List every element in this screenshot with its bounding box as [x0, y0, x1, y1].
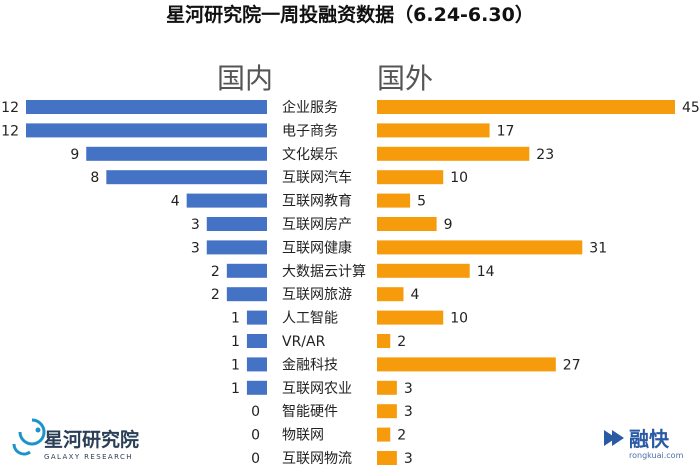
- value-label-domestic: 9: [70, 147, 79, 163]
- value-label-foreign: 3: [404, 381, 413, 397]
- value-label-domestic: 0: [251, 428, 260, 444]
- value-label-domestic: 1: [231, 311, 240, 327]
- rongkuai-logo: 融快 rongkuai.com: [604, 427, 684, 460]
- category-label: 互联网物流: [282, 451, 352, 467]
- bar-foreign: [377, 146, 530, 161]
- galaxy-logo-subtitle: GALAXY RESEARCH: [44, 453, 133, 461]
- bar-domestic: [246, 310, 267, 325]
- value-label-foreign: 45: [682, 100, 700, 116]
- value-label-foreign: 3: [404, 404, 413, 420]
- value-label-foreign: 4: [410, 287, 419, 303]
- bar-domestic: [246, 357, 267, 372]
- bar-foreign: [377, 357, 556, 372]
- rongkuai-logo-url: rongkuai.com: [629, 451, 684, 460]
- value-label-domestic: 3: [191, 217, 200, 233]
- category-label: VR/AR: [282, 334, 326, 350]
- value-label-domestic: 3: [191, 240, 200, 256]
- category-label: 智能硬件: [282, 404, 338, 420]
- chart-title: 星河研究院一周投融资数据（6.24-6.30）: [166, 3, 534, 26]
- category-label: 企业服务: [282, 99, 338, 116]
- value-label-foreign: 2: [397, 428, 406, 444]
- bar-foreign: [377, 263, 470, 278]
- bar-domestic: [186, 193, 267, 208]
- bar-domestic: [86, 146, 267, 161]
- value-label-domestic: 1: [231, 381, 240, 397]
- value-label-foreign: 31: [589, 240, 607, 256]
- bar-foreign: [377, 240, 583, 255]
- bar-foreign: [377, 451, 397, 465]
- value-label-domestic: 1: [231, 357, 240, 373]
- bar-domestic: [206, 217, 267, 231]
- category-label: 物联网: [282, 428, 324, 444]
- value-label-domestic: 1: [231, 334, 240, 350]
- value-label-foreign: 27: [563, 357, 581, 373]
- panel-label-domestic: 国内: [217, 62, 273, 95]
- panel-label-foreign: 国外: [377, 62, 433, 95]
- bar-foreign: [377, 404, 397, 419]
- category-label: 互联网房产: [282, 217, 352, 233]
- category-label: 互联网旅游: [282, 287, 352, 303]
- rongkuai-logo-name: 融快: [629, 427, 670, 451]
- rongkuai-logo-mark: [604, 430, 624, 446]
- value-label-foreign: 3: [404, 451, 413, 467]
- value-label-domestic: 0: [251, 451, 260, 467]
- value-label-foreign: 14: [477, 264, 495, 280]
- bar-domestic: [206, 240, 267, 255]
- bar-foreign: [377, 170, 444, 185]
- bar-domestic: [26, 100, 267, 114]
- value-label-domestic: 12: [1, 123, 19, 139]
- value-label-domestic: 12: [1, 100, 19, 116]
- value-label-foreign: 5: [417, 194, 426, 210]
- bar-foreign: [377, 334, 391, 348]
- value-label-foreign: 10: [450, 170, 468, 186]
- value-label-foreign: 23: [536, 147, 554, 163]
- category-label: 文化娱乐: [282, 147, 338, 163]
- bar-domestic: [26, 123, 267, 138]
- bar-foreign: [377, 193, 411, 208]
- bar-domestic: [226, 263, 267, 278]
- bar-foreign: [377, 310, 444, 325]
- galaxy-logo-mark: [12, 418, 46, 456]
- value-label-domestic: 0: [251, 404, 260, 420]
- value-label-domestic: 8: [90, 170, 99, 186]
- category-label: 电子商务: [282, 123, 338, 139]
- bar-foreign: [377, 217, 437, 231]
- value-label-foreign: 2: [397, 334, 406, 350]
- bar-foreign: [377, 427, 391, 442]
- value-label-foreign: 17: [497, 123, 515, 139]
- value-label-foreign: 10: [450, 311, 468, 327]
- bar-domestic: [226, 287, 267, 302]
- category-label: 互联网农业: [282, 381, 352, 397]
- value-label-foreign: 9: [444, 217, 453, 233]
- bar-foreign: [377, 100, 675, 114]
- galaxy-logo: 星河研究院 GALAXY RESEARCH: [12, 418, 139, 461]
- value-label-domestic: 4: [171, 194, 180, 210]
- category-label: 互联网教育: [282, 194, 352, 210]
- category-label: 互联网健康: [282, 239, 352, 256]
- value-label-domestic: 2: [211, 264, 220, 280]
- bar-foreign: [377, 123, 490, 138]
- value-label-domestic: 2: [211, 287, 220, 303]
- category-label: 人工智能: [282, 311, 338, 327]
- bar-foreign: [377, 287, 404, 302]
- bar-domestic: [106, 170, 267, 185]
- galaxy-logo-name: 星河研究院: [44, 428, 139, 451]
- category-label: 大数据云计算: [282, 264, 366, 280]
- galaxy-logo-dot: [35, 427, 41, 433]
- bar-domestic: [246, 334, 267, 348]
- bar-foreign: [377, 380, 397, 395]
- category-label: 互联网汽车: [282, 169, 352, 186]
- category-label: 金融科技: [282, 357, 338, 373]
- bar-domestic: [246, 380, 267, 395]
